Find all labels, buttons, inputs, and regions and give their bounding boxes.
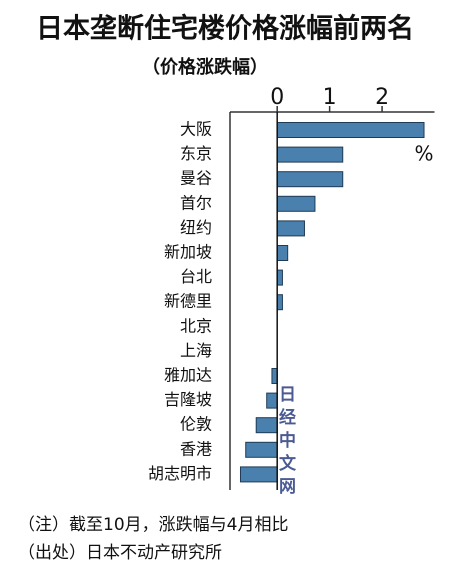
bar <box>276 171 344 188</box>
y-tick-label: 纽约 <box>180 218 212 237</box>
bar <box>276 220 305 237</box>
y-tick-label: 新德里 <box>164 292 212 311</box>
y-tick-label: 首尔 <box>180 193 212 212</box>
y-tick-label: 北京 <box>180 316 212 335</box>
y-tick-label: 曼谷 <box>180 169 212 188</box>
chart-title: 日本垄断住宅楼价格涨幅前两名 <box>36 13 414 45</box>
bar <box>276 269 283 286</box>
y-tick-label: 台北 <box>180 267 212 286</box>
y-tick-label: 新加坡 <box>164 243 212 262</box>
unit-label: % <box>414 142 433 166</box>
y-tick-label: 大阪 <box>180 120 212 139</box>
bar <box>276 146 344 163</box>
watermark: 日经中文网 <box>275 385 296 500</box>
bar <box>239 466 278 483</box>
y-tick-label: 东京 <box>180 144 212 163</box>
bar <box>276 122 425 138</box>
y-tick-label: 吉隆坡 <box>164 390 212 409</box>
y-tick-label: 雅加达 <box>164 366 212 385</box>
x-tick-label: 0 <box>270 85 284 110</box>
y-tick-label: 上海 <box>180 341 212 360</box>
bar <box>276 245 289 261</box>
note: （出处）日本不动产研究所 <box>18 543 222 563</box>
y-tick-label: 伦敦 <box>180 415 212 434</box>
x-tick-label: 1 <box>323 85 337 110</box>
x-tick-label: 2 <box>375 85 389 110</box>
bar <box>271 368 278 384</box>
bar <box>245 441 278 458</box>
y-tick-label: 香港 <box>180 439 212 458</box>
chart-subtitle: （价格涨跌幅） <box>142 56 268 78</box>
bar <box>276 294 283 311</box>
bar <box>276 195 316 212</box>
y-tick-label: 胡志明市 <box>148 464 212 483</box>
note: （注）截至10月，涨跌幅与4月相比 <box>18 515 288 535</box>
